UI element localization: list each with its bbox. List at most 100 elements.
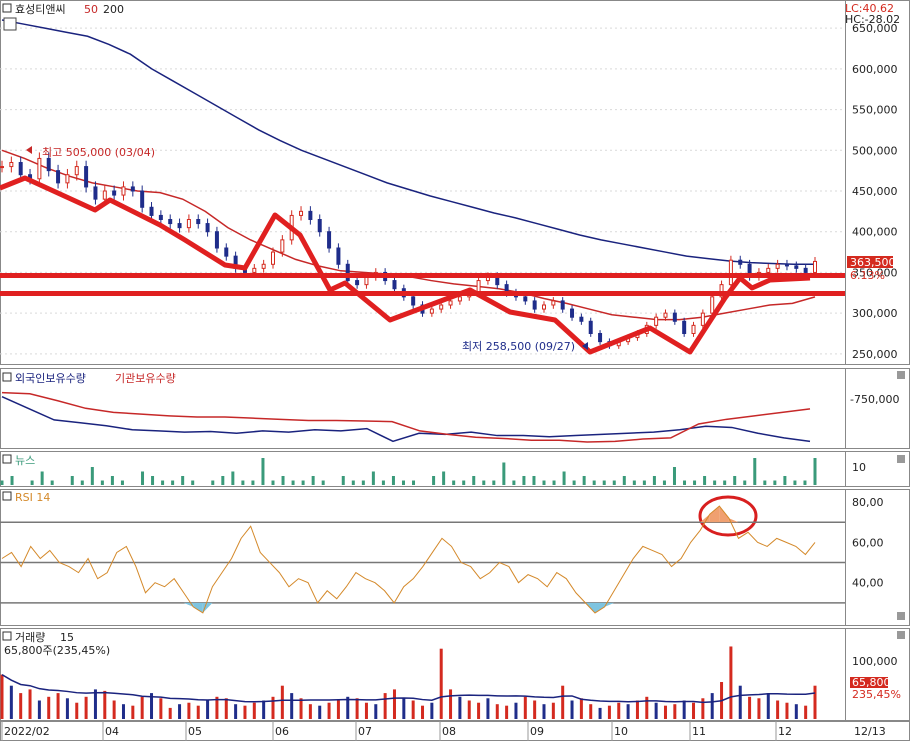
- candle-body: [9, 162, 14, 168]
- volume-ma-series: [1, 673, 816, 704]
- rsi-icon[interactable]: [2, 491, 12, 501]
- volume-bar: [75, 702, 79, 719]
- volume-bar: [9, 685, 13, 719]
- news-bar: [793, 480, 797, 485]
- news-label: 뉴스: [15, 454, 35, 467]
- news-bar: [281, 476, 285, 485]
- news-bar: [211, 480, 215, 485]
- high-price-label: 최고 505,000 (03/04): [42, 146, 155, 159]
- volume-bar: [505, 705, 509, 719]
- volume-bar: [523, 696, 527, 719]
- volume-period: 15: [60, 631, 74, 644]
- support-line-lower: [0, 291, 845, 296]
- hc-label: HC:-28.02: [845, 13, 900, 26]
- volume-bar: [748, 696, 752, 719]
- volume-bar: [654, 702, 658, 719]
- candle-body: [37, 157, 42, 180]
- rsi-oversold-fill: [193, 602, 203, 613]
- rsi-axis-labels: 80,00 60,00 40,00: [852, 496, 884, 590]
- volume-bar: [589, 704, 593, 719]
- support-line-upper: [0, 273, 845, 278]
- rsi-overbought-fill: [709, 506, 720, 523]
- rsi-axis: [845, 489, 910, 626]
- volume-label: 거래량: [15, 631, 45, 644]
- ma200-series: [1, 19, 815, 266]
- candle-body: [140, 190, 145, 208]
- volume-bar: [383, 693, 387, 719]
- volume-bar: [701, 698, 705, 719]
- volume-bar: [121, 704, 125, 719]
- ma-long-label: 200: [103, 3, 124, 16]
- chart-header: 효성티앤씨 50 200 LC:40.62 HC:-28.02: [2, 2, 900, 31]
- rsi-oversold-fill: [595, 602, 605, 613]
- annotation-lines: [0, 175, 845, 537]
- news-bar: [713, 480, 717, 485]
- date-tick-label: 08: [442, 725, 456, 738]
- candle-body: [448, 300, 453, 306]
- volume-bar: [56, 693, 60, 719]
- candle-body: [205, 223, 210, 233]
- volume-bar: [234, 704, 238, 719]
- volume-bar: [252, 702, 256, 719]
- candle-body: [551, 300, 556, 306]
- volume-bar: [794, 704, 798, 719]
- candle-body: [336, 247, 341, 265]
- news-bar: [161, 480, 165, 485]
- rsi-collapse-icon[interactable]: [897, 612, 905, 620]
- volume-bar: [224, 698, 228, 719]
- news-bar: [683, 480, 687, 485]
- volume-bar: [65, 698, 69, 719]
- candle-body: [654, 316, 659, 326]
- volume-collapse-icon[interactable]: [897, 631, 905, 639]
- volume-bar: [729, 646, 733, 719]
- last-volume-box: [850, 677, 888, 688]
- date-tick-label: 09: [530, 725, 544, 738]
- holdings-panel[interactable]: [0, 368, 846, 449]
- volume-bar: [392, 689, 396, 719]
- rsi-series: [1, 505, 816, 614]
- date-tick-label: 12: [778, 725, 792, 738]
- volume-bar: [402, 698, 406, 719]
- news-bar: [512, 480, 516, 485]
- volume-bar: [663, 705, 667, 719]
- news-bar: [532, 476, 536, 485]
- rsi-tick-label: 60,00: [852, 536, 884, 549]
- news-bars: [0, 458, 817, 485]
- news-bar: [763, 480, 767, 485]
- volume-icon[interactable]: [2, 631, 12, 641]
- news-bar: [482, 480, 486, 485]
- volume-bar: [542, 704, 546, 719]
- volume-bar: [692, 702, 696, 719]
- candle-body: [392, 280, 397, 290]
- rsi-line: [0, 505, 845, 614]
- volume-bar: [140, 696, 144, 719]
- news-bar: [70, 476, 74, 485]
- grid-icon[interactable]: [3, 17, 17, 31]
- volume-bar: [439, 648, 443, 719]
- volume-bar: [103, 690, 107, 719]
- volume-bar: [561, 685, 565, 719]
- menu-icon[interactable]: [2, 3, 12, 13]
- news-bar: [592, 480, 596, 485]
- candle-body: [719, 284, 724, 298]
- candle-body: [355, 280, 360, 286]
- news-panel[interactable]: [0, 451, 846, 487]
- news-collapse-icon[interactable]: [897, 455, 905, 463]
- volume-bar: [206, 700, 210, 719]
- candle-body: [598, 333, 603, 343]
- holdings-icon[interactable]: [2, 372, 12, 382]
- news-bar: [40, 471, 44, 485]
- volume-bar: [607, 705, 611, 719]
- news-bar: [110, 476, 114, 485]
- volume-bar: [449, 689, 453, 719]
- news-icon[interactable]: [2, 454, 12, 464]
- holdings-tick-label: -750,000: [850, 393, 899, 406]
- candle-body: [803, 267, 808, 273]
- candle-body: [579, 316, 584, 322]
- price-tick-label: 450,000: [852, 185, 898, 198]
- volume-bar: [290, 693, 294, 719]
- date-axis-labels: 2022/02 04 05 06 07 08 09 10 11 12 12/13: [1, 721, 886, 741]
- holdings-collapse-icon[interactable]: [897, 371, 905, 379]
- candle-body: [252, 267, 257, 273]
